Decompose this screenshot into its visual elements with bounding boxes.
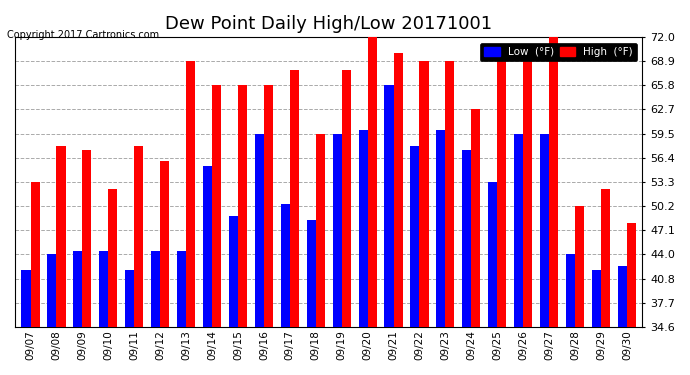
Bar xyxy=(601,189,610,375)
Bar xyxy=(446,62,455,375)
Bar xyxy=(514,134,523,375)
Bar xyxy=(21,270,30,375)
Bar xyxy=(48,255,57,375)
Bar xyxy=(342,70,351,375)
Bar xyxy=(160,161,169,375)
Bar xyxy=(57,146,66,375)
Bar xyxy=(368,38,377,375)
Bar xyxy=(108,189,117,375)
Bar xyxy=(290,70,299,375)
Bar xyxy=(135,146,144,375)
Bar xyxy=(125,270,135,375)
Bar xyxy=(82,150,92,375)
Bar xyxy=(411,146,420,375)
Legend: Low  (°F), High  (°F): Low (°F), High (°F) xyxy=(480,42,638,61)
Bar xyxy=(497,62,506,375)
Bar xyxy=(566,255,575,375)
Bar xyxy=(73,251,82,375)
Bar xyxy=(359,130,368,375)
Bar xyxy=(489,182,497,375)
Bar xyxy=(177,251,186,375)
Bar xyxy=(575,206,584,375)
Bar xyxy=(471,110,480,375)
Bar xyxy=(212,86,221,375)
Bar xyxy=(420,62,428,375)
Bar xyxy=(99,251,108,375)
Bar xyxy=(618,266,627,375)
Title: Dew Point Daily High/Low 20171001: Dew Point Daily High/Low 20171001 xyxy=(165,15,492,33)
Bar xyxy=(333,134,342,375)
Bar xyxy=(316,134,325,375)
Text: Copyright 2017 Cartronics.com: Copyright 2017 Cartronics.com xyxy=(7,30,159,40)
Bar xyxy=(549,38,558,375)
Bar xyxy=(306,219,316,375)
Bar xyxy=(30,182,39,375)
Bar xyxy=(592,270,601,375)
Bar xyxy=(393,53,403,375)
Bar xyxy=(462,150,471,375)
Bar xyxy=(384,86,393,375)
Bar xyxy=(627,224,636,375)
Bar xyxy=(255,134,264,375)
Bar xyxy=(238,86,247,375)
Bar xyxy=(540,134,549,375)
Bar xyxy=(264,86,273,375)
Bar xyxy=(186,62,195,375)
Bar xyxy=(203,166,212,375)
Bar xyxy=(151,251,160,375)
Bar xyxy=(523,53,532,375)
Bar xyxy=(229,216,238,375)
Bar xyxy=(281,204,290,375)
Bar xyxy=(436,130,446,375)
